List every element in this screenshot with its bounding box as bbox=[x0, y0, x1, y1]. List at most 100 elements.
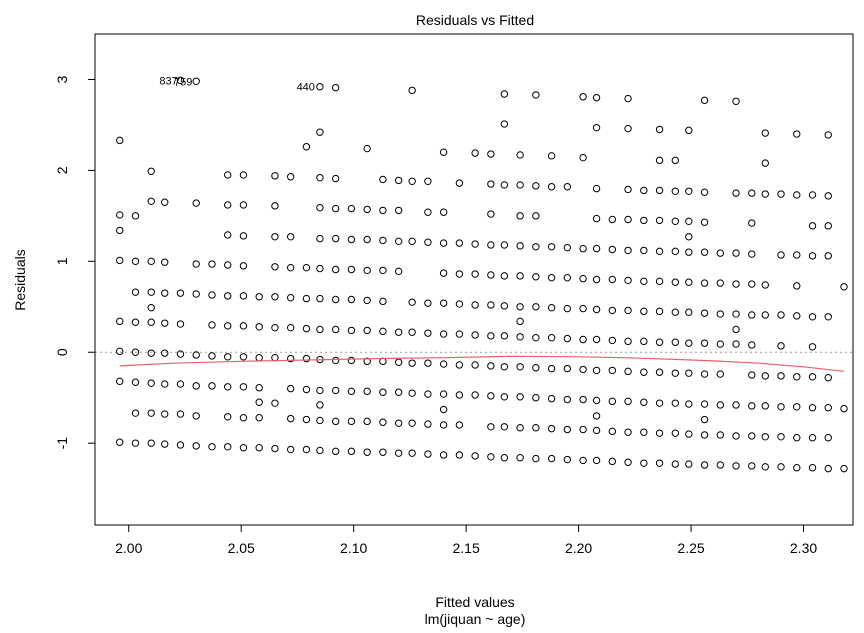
data-point bbox=[116, 226, 124, 235]
data-point bbox=[116, 377, 124, 386]
data-point bbox=[408, 177, 416, 186]
data-point bbox=[408, 86, 416, 95]
data-point bbox=[700, 188, 709, 196]
data-point bbox=[224, 443, 232, 451]
data-point bbox=[379, 266, 387, 275]
data-point bbox=[516, 424, 524, 432]
data-point bbox=[655, 216, 664, 225]
data-point bbox=[732, 340, 740, 348]
data-point bbox=[439, 239, 448, 247]
data-point bbox=[363, 235, 371, 244]
y-tick-label: 1 bbox=[54, 257, 70, 265]
data-point bbox=[394, 449, 403, 457]
data-point bbox=[671, 217, 680, 226]
data-point bbox=[808, 313, 817, 321]
data-point bbox=[394, 358, 403, 366]
data-point bbox=[777, 311, 785, 319]
data-point bbox=[487, 301, 495, 309]
data-point bbox=[316, 173, 324, 182]
data-point bbox=[394, 237, 403, 246]
data-point bbox=[116, 347, 124, 356]
data-point bbox=[116, 256, 124, 265]
data-point bbox=[777, 190, 785, 198]
data-point bbox=[516, 454, 524, 462]
data-point bbox=[271, 353, 279, 362]
data-point bbox=[424, 299, 432, 307]
data-point bbox=[147, 439, 155, 447]
data-point bbox=[624, 124, 632, 133]
data-point bbox=[408, 298, 416, 306]
data-point bbox=[239, 414, 248, 422]
data-point bbox=[793, 130, 801, 138]
y-axis-label: Residuals bbox=[12, 249, 28, 310]
data-point bbox=[363, 448, 371, 456]
data-point bbox=[347, 417, 356, 426]
data-point bbox=[579, 274, 587, 283]
data-point bbox=[131, 288, 140, 296]
data-point bbox=[271, 399, 279, 407]
data-point bbox=[192, 260, 200, 268]
data-point bbox=[592, 123, 601, 132]
data-point bbox=[592, 456, 601, 465]
data-point bbox=[516, 303, 524, 311]
data-point bbox=[331, 356, 340, 365]
data-point bbox=[147, 167, 155, 175]
data-point bbox=[379, 175, 387, 184]
data-point bbox=[208, 260, 216, 268]
data-point bbox=[192, 382, 200, 390]
data-point bbox=[547, 454, 556, 463]
data-point bbox=[547, 273, 556, 282]
data-point bbox=[487, 180, 495, 188]
data-point bbox=[808, 404, 817, 412]
data-point bbox=[147, 379, 155, 387]
data-point bbox=[655, 368, 664, 376]
data-point bbox=[408, 419, 416, 427]
data-point bbox=[532, 363, 540, 372]
point-label: 759 bbox=[174, 76, 192, 88]
data-point bbox=[302, 385, 311, 394]
data-point bbox=[147, 318, 155, 326]
data-point bbox=[500, 120, 509, 128]
data-point bbox=[761, 372, 769, 380]
data-point bbox=[640, 398, 648, 406]
data-point bbox=[516, 363, 524, 371]
data-point bbox=[592, 244, 601, 253]
data-point bbox=[732, 189, 740, 197]
data-point bbox=[608, 306, 617, 315]
data-point bbox=[624, 215, 632, 224]
data-point bbox=[824, 464, 832, 473]
data-point bbox=[563, 455, 572, 464]
data-point bbox=[685, 248, 693, 256]
data-point bbox=[624, 337, 632, 346]
data-point bbox=[547, 424, 556, 433]
chart-title: Residuals vs Fitted bbox=[416, 12, 534, 28]
data-point bbox=[808, 191, 817, 199]
data-point bbox=[671, 247, 680, 256]
y-tick-label: 3 bbox=[54, 75, 70, 83]
data-point bbox=[408, 359, 416, 367]
data-point bbox=[286, 414, 295, 423]
data-point bbox=[761, 402, 769, 410]
data-point bbox=[716, 461, 724, 469]
data-point bbox=[161, 410, 169, 418]
data-point bbox=[700, 279, 709, 287]
data-point bbox=[394, 176, 403, 185]
data-point bbox=[640, 307, 648, 316]
data-point bbox=[547, 183, 556, 191]
data-point bbox=[624, 397, 632, 406]
data-point bbox=[302, 294, 311, 303]
data-point bbox=[316, 83, 324, 91]
data-point bbox=[500, 302, 509, 310]
data-point bbox=[131, 409, 140, 417]
data-point bbox=[685, 233, 693, 241]
y-tick-label: 0 bbox=[54, 348, 70, 356]
data-point bbox=[363, 205, 371, 214]
data-point bbox=[547, 152, 556, 160]
data-point bbox=[302, 263, 311, 272]
data-point bbox=[331, 83, 340, 92]
data-point bbox=[316, 325, 324, 334]
data-point bbox=[439, 148, 448, 156]
data-point bbox=[500, 393, 509, 401]
data-point bbox=[363, 144, 371, 153]
